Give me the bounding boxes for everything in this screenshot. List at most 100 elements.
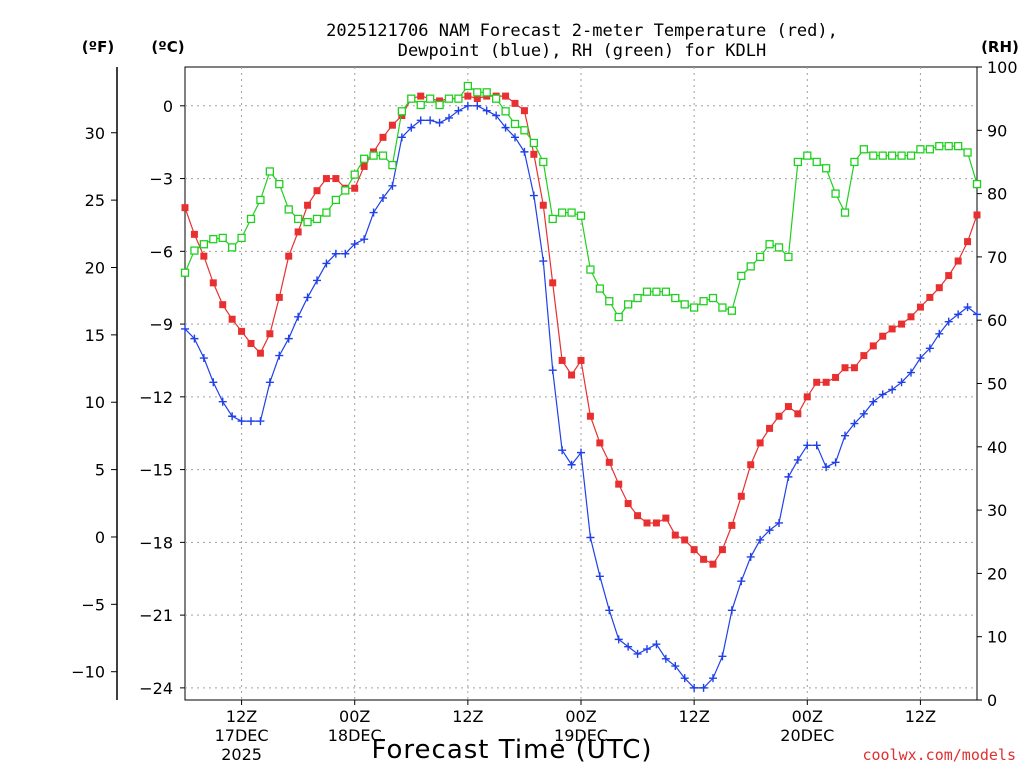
- 2-meter-temperature-point: [813, 378, 821, 386]
- 2-meter-temperature-point: [417, 92, 425, 100]
- fahrenheit-tick-label: 25: [85, 191, 105, 210]
- 2-meter-temperature-point: [511, 99, 519, 107]
- relative-humidity-point: [463, 81, 473, 91]
- relative-humidity-point: [407, 94, 416, 103]
- relative-humidity-point: [237, 233, 246, 243]
- 2-meter-temperature-point: [502, 92, 510, 100]
- dewpoint-point: [925, 344, 934, 353]
- 2-meter-temperature-point: [803, 393, 811, 401]
- relative-humidity-point: [897, 151, 906, 160]
- 2-meter-temperature-point: [266, 330, 274, 338]
- 2-meter-temperature-point: [916, 303, 924, 311]
- 2-meter-temperature-point: [926, 293, 934, 301]
- dewpoint-point: [397, 133, 406, 142]
- relative-humidity-point: [246, 214, 256, 224]
- 2-meter-temperature-point: [832, 373, 840, 381]
- 2-meter-temperature-point: [285, 252, 293, 260]
- dewpoint-point: [614, 635, 623, 644]
- dewpoint-point: [803, 441, 812, 450]
- rh-unit-label: (RH): [981, 38, 1019, 56]
- relative-humidity-point: [916, 145, 925, 154]
- dewpoint-point: [209, 378, 218, 387]
- dewpoint-point: [916, 354, 925, 363]
- dewpoint-point: [859, 409, 868, 418]
- relative-humidity-line: [184, 85, 978, 319]
- 2-meter-temperature-point: [652, 519, 660, 527]
- celsius-tick-label: −12: [139, 388, 173, 407]
- relative-humidity-point: [708, 293, 718, 303]
- dewpoint-point: [793, 455, 802, 464]
- dewpoint-point: [954, 310, 963, 319]
- relative-humidity-point: [774, 243, 784, 252]
- relative-humidity-point: [887, 151, 897, 160]
- relative-humidity-point: [699, 297, 708, 306]
- dewpoint-point: [973, 310, 981, 319]
- 2-meter-temperature-point: [690, 546, 698, 554]
- relative-humidity-point: [218, 233, 227, 243]
- 2-meter-temperature-point: [388, 121, 396, 129]
- relative-humidity-point: [576, 211, 586, 220]
- celsius-tick-label: −6: [149, 242, 173, 261]
- dewpoint-point: [482, 106, 491, 115]
- relative-humidity-point: [718, 303, 727, 312]
- x-tick-label: 00Z: [792, 707, 823, 726]
- fahrenheit-tick-label: 20: [85, 258, 105, 277]
- x-axis-label: Forecast Time (UTC): [371, 735, 652, 765]
- relative-humidity-point: [473, 88, 482, 97]
- dewpoint-point: [237, 417, 246, 426]
- relative-humidity-point: [293, 214, 303, 224]
- relative-humidity-point: [444, 94, 454, 103]
- chart-title-line2: Dewpoint (blue), RH (green) for KDLH: [398, 41, 766, 61]
- dewpoint-point: [218, 397, 227, 406]
- relative-humidity-point: [803, 151, 812, 160]
- dewpoint-point: [888, 385, 897, 394]
- relative-humidity-point: [671, 293, 680, 303]
- celsius-tick-label: −9: [149, 315, 173, 334]
- 2-meter-temperature-point: [200, 252, 208, 260]
- dewpoint-point: [199, 354, 208, 363]
- 2-meter-temperature-point: [304, 201, 312, 209]
- celsius-tick-label: −24: [139, 679, 173, 698]
- 2-meter-temperature-point: [794, 410, 802, 418]
- relative-humidity-point: [548, 214, 557, 224]
- relative-humidity-point: [642, 287, 652, 296]
- relative-humidity-point: [812, 157, 821, 167]
- relative-humidity-point: [755, 252, 765, 262]
- dewpoint-point: [416, 116, 425, 125]
- relative-humidity-point: [614, 312, 623, 322]
- relative-humidity-point: [821, 164, 831, 173]
- 2-meter-temperature-point: [973, 211, 981, 219]
- dewpoint-point: [577, 448, 585, 457]
- relative-humidity-point: [869, 151, 878, 160]
- series-layer: [180, 81, 982, 692]
- rh-tick-label: 30: [987, 501, 1007, 520]
- relative-humidity-point: [397, 107, 407, 116]
- dewpoint-point: [492, 111, 501, 120]
- dewpoint-point: [322, 259, 331, 268]
- x-tick-date-label: 19DEC: [554, 726, 608, 745]
- grid-layer: [185, 67, 977, 700]
- chart-title-line1: 2025121706 NAM Forecast 2-meter Temperat…: [326, 21, 838, 41]
- relative-humidity-point: [341, 186, 350, 195]
- 2-meter-temperature-point: [700, 555, 708, 563]
- relative-humidity-point: [256, 195, 265, 205]
- relative-humidity-point: [388, 160, 397, 170]
- celsius-tick-label: −15: [139, 461, 173, 480]
- 2-meter-temperature-point: [869, 342, 877, 350]
- 2-meter-temperature-point: [624, 500, 632, 508]
- relative-humidity-point: [482, 88, 491, 97]
- dewpoint-point: [737, 577, 746, 586]
- relative-humidity-point: [209, 235, 218, 244]
- dewpoint-point: [605, 606, 614, 615]
- rh-tick-label: 90: [987, 121, 1007, 140]
- fahrenheit-unit-label: (ºF): [82, 38, 114, 56]
- 2-meter-temperature-point: [671, 531, 679, 539]
- relative-humidity-point: [595, 284, 605, 293]
- 2-meter-temperature-point: [822, 378, 830, 386]
- dewpoint-point: [529, 191, 538, 200]
- dewpoint-point: [699, 683, 708, 692]
- relative-humidity-point: [972, 179, 982, 189]
- dewpoint-point: [671, 662, 680, 671]
- relative-humidity-point: [746, 262, 755, 271]
